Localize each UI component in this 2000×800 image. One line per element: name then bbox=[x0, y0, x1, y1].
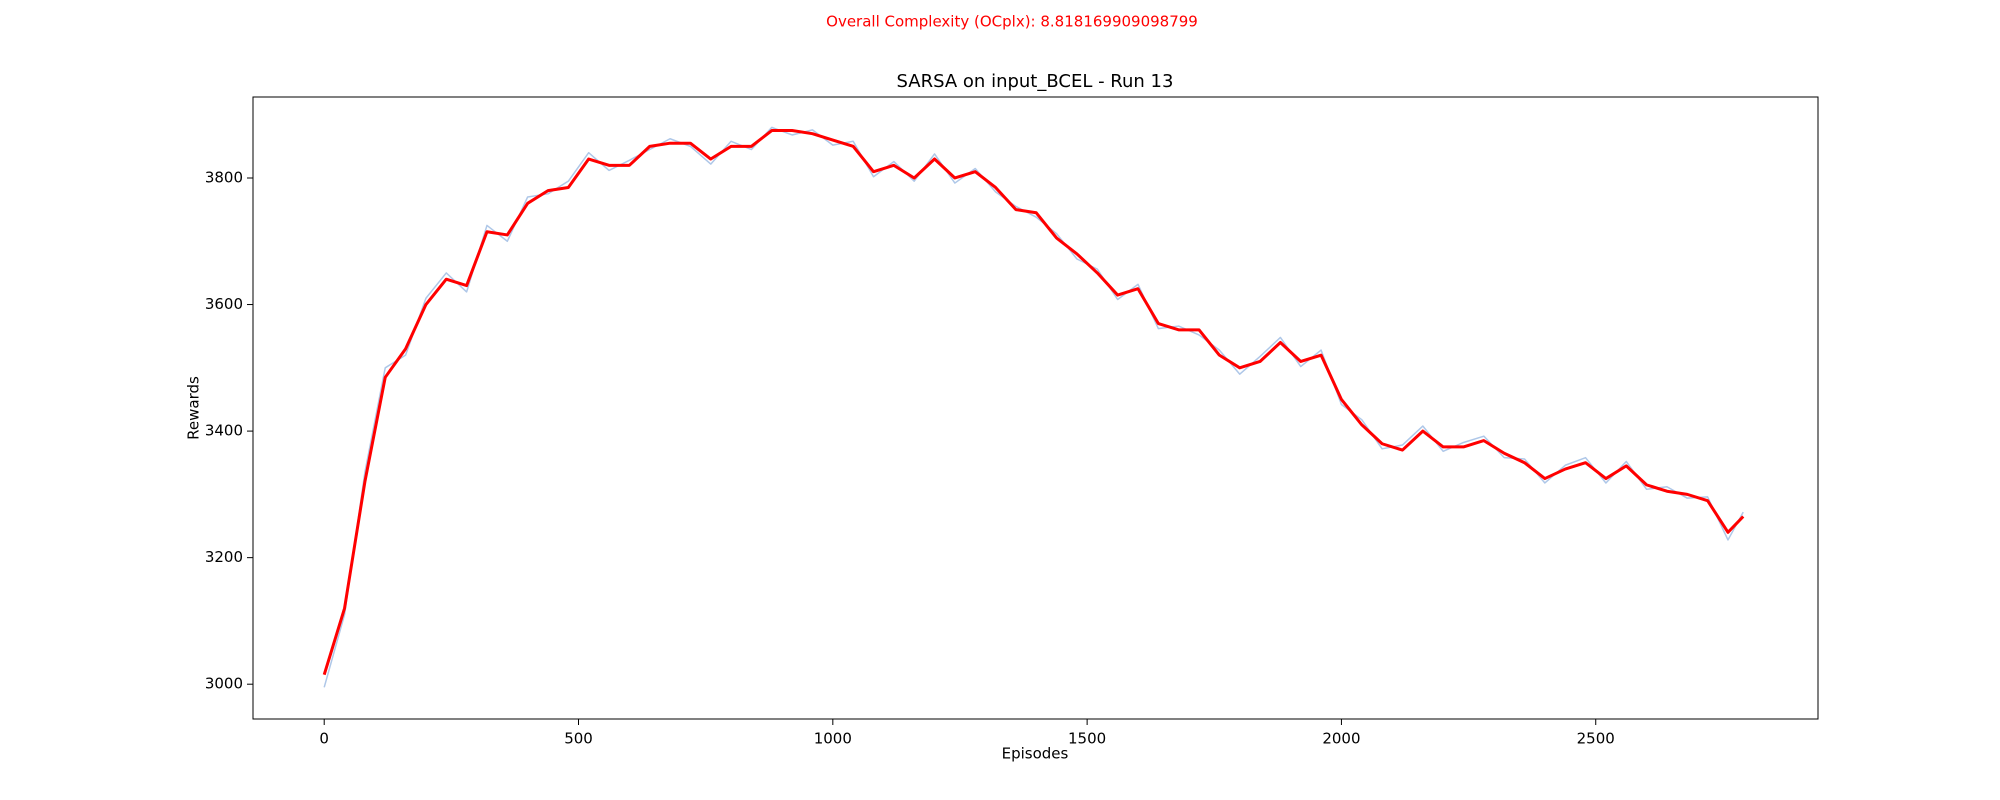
plot-frame bbox=[252, 96, 1819, 720]
data-line bbox=[322, 129, 1745, 676]
y-tick-label: 3000 bbox=[205, 675, 243, 693]
x-tick-label: 1000 bbox=[814, 730, 852, 748]
y-tick-label: 3400 bbox=[205, 422, 243, 440]
x-tick-label: 0 bbox=[319, 730, 329, 748]
y-tick-label: 3600 bbox=[205, 295, 243, 313]
x-tick-label: 500 bbox=[564, 730, 593, 748]
y-tick-label: 3800 bbox=[205, 168, 243, 186]
x-tick-label: 2000 bbox=[1322, 730, 1360, 748]
data-line bbox=[323, 126, 1744, 688]
x-axis-label: Episodes bbox=[1002, 745, 1069, 763]
x-tick-label: 1500 bbox=[1068, 730, 1106, 748]
x-tick-label: 2500 bbox=[1577, 730, 1615, 748]
chart-title: SARSA on input_BCEL - Run 13 bbox=[897, 71, 1174, 92]
y-axis-label: Rewards bbox=[185, 376, 203, 440]
y-tick-label: 3200 bbox=[205, 548, 243, 566]
suptitle: Overall Complexity (OCplx): 8.8181699090… bbox=[826, 13, 1198, 31]
